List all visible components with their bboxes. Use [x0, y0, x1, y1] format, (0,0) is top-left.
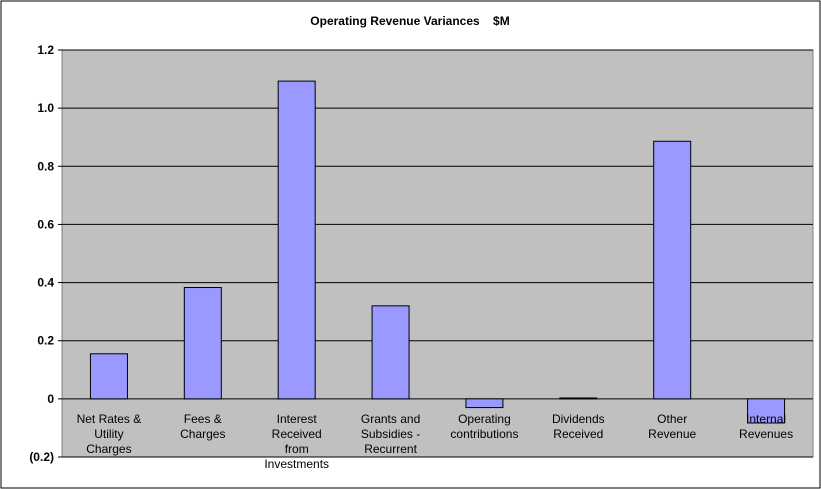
- bar: [89, 353, 128, 400]
- y-tick-label: 0.4: [37, 276, 54, 290]
- bar: [465, 398, 504, 409]
- bar: [183, 287, 222, 400]
- y-tick-label: 0.2: [37, 334, 54, 348]
- x-tick-label: Net Rates & Utility Charges: [77, 412, 142, 456]
- x-tick-label: Interest Received from Investments: [264, 412, 329, 471]
- y-tick-label: 1.0: [37, 101, 54, 115]
- y-tick-label: 0: [47, 392, 54, 406]
- chart-title: Operating Revenue Variances $M: [310, 14, 509, 28]
- x-tick-label: Dividends Received: [552, 412, 605, 441]
- plot-area: [61, 49, 814, 458]
- x-tick-label: Fees & Charges: [180, 412, 225, 441]
- y-tick-label: 1.2: [37, 43, 54, 57]
- y-tick-label: 0.8: [37, 159, 54, 173]
- x-tick-label: Other Revenue: [648, 412, 696, 441]
- bar: [653, 140, 692, 400]
- bar: [371, 305, 410, 400]
- x-tick-label: Operating contributions: [450, 412, 518, 441]
- y-tick-label: (0.2): [29, 450, 54, 464]
- x-tick-label: Grants and Subsidies -Recurrent: [361, 412, 420, 456]
- y-tick-label: 0.6: [37, 217, 54, 231]
- bar: [559, 397, 598, 400]
- bar: [277, 80, 316, 400]
- x-tick-label: Internal Revenues: [739, 412, 793, 441]
- bar: [747, 398, 786, 424]
